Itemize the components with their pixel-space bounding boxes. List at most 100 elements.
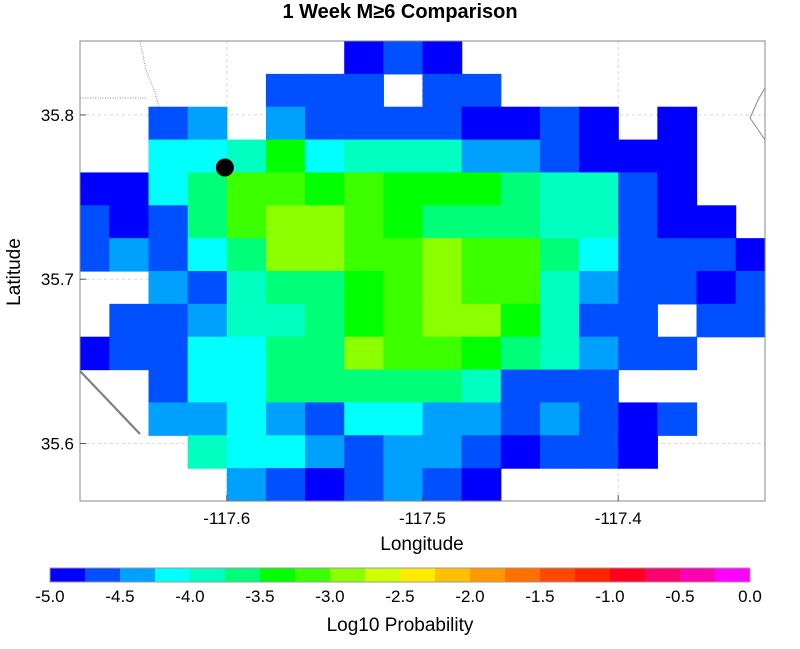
- heatmap-cell: [461, 369, 502, 404]
- heatmap-cell: [187, 336, 228, 371]
- heatmap-cell: [80, 205, 110, 239]
- colorbar-swatch: [715, 568, 751, 582]
- colorbar-tick-label: -3.0: [315, 587, 344, 606]
- heatmap-cell: [265, 303, 306, 338]
- heatmap-cell: [305, 435, 345, 469]
- colorbar-tick-label: -4.5: [105, 587, 134, 606]
- heatmap-cell: [148, 205, 189, 239]
- colorbar-swatch: [365, 568, 401, 582]
- heatmap-cell: [500, 205, 541, 239]
- x-tick-label: -117.6: [203, 509, 250, 528]
- heatmap-cell: [344, 205, 384, 239]
- heatmap-cell: [148, 139, 189, 174]
- heatmap-cell: [383, 205, 424, 239]
- heatmap-cell: [579, 336, 619, 371]
- heatmap-cell: [148, 303, 189, 338]
- x-tick-label: -117.4: [595, 509, 642, 528]
- heatmap-cell: [422, 172, 463, 206]
- heatmap-cell: [226, 205, 267, 239]
- heatmap-cell: [109, 172, 150, 206]
- heatmap-cell: [657, 271, 698, 305]
- colorbar-swatch: [225, 568, 261, 582]
- heatmap-cell: [500, 402, 541, 436]
- heatmap-cell: [657, 172, 698, 206]
- heatmap-cell: [383, 435, 424, 469]
- heatmap-cell: [148, 106, 189, 141]
- heatmap-cell: [344, 73, 384, 108]
- heatmap-cells: [80, 41, 766, 502]
- heatmap-cell: [305, 369, 345, 404]
- heatmap-cell: [383, 468, 424, 502]
- heatmap-cell: [422, 271, 463, 305]
- colorbar-swatch: [155, 568, 191, 582]
- heatmap-cell: [226, 468, 267, 502]
- heatmap-cell: [305, 402, 345, 436]
- colorbar-swatch: [540, 568, 576, 582]
- heatmap-cell: [187, 303, 228, 338]
- heatmap-cell: [265, 106, 306, 141]
- heatmap-cell: [148, 336, 189, 371]
- heatmap-cell: [109, 238, 150, 272]
- heatmap-cell: [579, 106, 619, 141]
- heatmap-cell: [500, 139, 541, 174]
- heatmap-cell: [618, 139, 658, 174]
- heatmap-cell: [305, 106, 345, 141]
- colorbar-tick-label: -1.5: [525, 587, 554, 606]
- heatmap-cell: [226, 303, 267, 338]
- heatmap-cell: [187, 172, 228, 206]
- colorbar-swatch: [295, 568, 331, 582]
- heatmap-cell: [618, 303, 658, 338]
- heatmap-cell: [500, 435, 541, 469]
- heatmap-cell: [422, 303, 463, 338]
- heatmap-cell: [461, 238, 502, 272]
- heatmap-cell: [579, 271, 619, 305]
- colorbar-label: Log10 Probability: [327, 615, 474, 636]
- heatmap-cell: [539, 205, 580, 239]
- heatmap-cell: [305, 139, 345, 174]
- heatmap-cell: [422, 139, 463, 174]
- plot-area: [79, 40, 766, 502]
- heatmap-cell: [80, 238, 110, 272]
- heatmap-cell: [265, 172, 306, 206]
- heatmap-cell: [500, 271, 541, 305]
- heatmap-cell: [109, 205, 150, 239]
- heatmap-cell: [422, 402, 463, 436]
- heatmap-cell: [735, 303, 766, 338]
- heatmap-cell: [344, 238, 384, 272]
- y-axis-ticks: 35.6 35.7 35.8: [41, 106, 86, 454]
- heatmap-cell: [657, 106, 698, 141]
- heatmap-cell: [305, 73, 345, 108]
- heatmap-cell: [383, 369, 424, 404]
- heatmap-cell: [579, 369, 619, 404]
- heatmap-cell: [657, 238, 698, 272]
- heatmap-cell: [148, 369, 189, 404]
- heatmap-cell: [383, 106, 424, 141]
- colorbar-tick-label: -2.0: [455, 587, 484, 606]
- colorbar-swatch: [435, 568, 471, 582]
- heatmap-cell: [383, 172, 424, 206]
- fault-line: [79, 370, 141, 435]
- chart-title: 1 Week M≥6 Comparison: [282, 1, 517, 23]
- colorbar-swatch: [330, 568, 366, 582]
- heatmap-cell: [539, 402, 580, 436]
- heatmap-cell: [539, 139, 580, 174]
- heatmap-cell: [539, 238, 580, 272]
- heatmap-cell: [696, 303, 737, 338]
- heatmap-cell: [187, 271, 228, 305]
- heatmap-cell: [579, 402, 619, 436]
- colorbar-tick-label: -0.5: [665, 587, 694, 606]
- colorbar-swatch: [50, 568, 86, 582]
- heatmap-cell: [226, 435, 267, 469]
- heatmap-cell: [226, 336, 267, 371]
- heatmap-cell: [383, 303, 424, 338]
- heatmap-cell: [305, 303, 345, 338]
- colorbar-swatch: [680, 568, 716, 582]
- heatmap-cell: [80, 336, 110, 371]
- heatmap-cell: [579, 303, 619, 338]
- heatmap-cell: [696, 238, 737, 272]
- heatmap-cell: [618, 205, 658, 239]
- y-axis-label: Latitude: [4, 238, 25, 306]
- y-tick-label: 35.7: [41, 270, 74, 289]
- heatmap-cell: [579, 172, 619, 206]
